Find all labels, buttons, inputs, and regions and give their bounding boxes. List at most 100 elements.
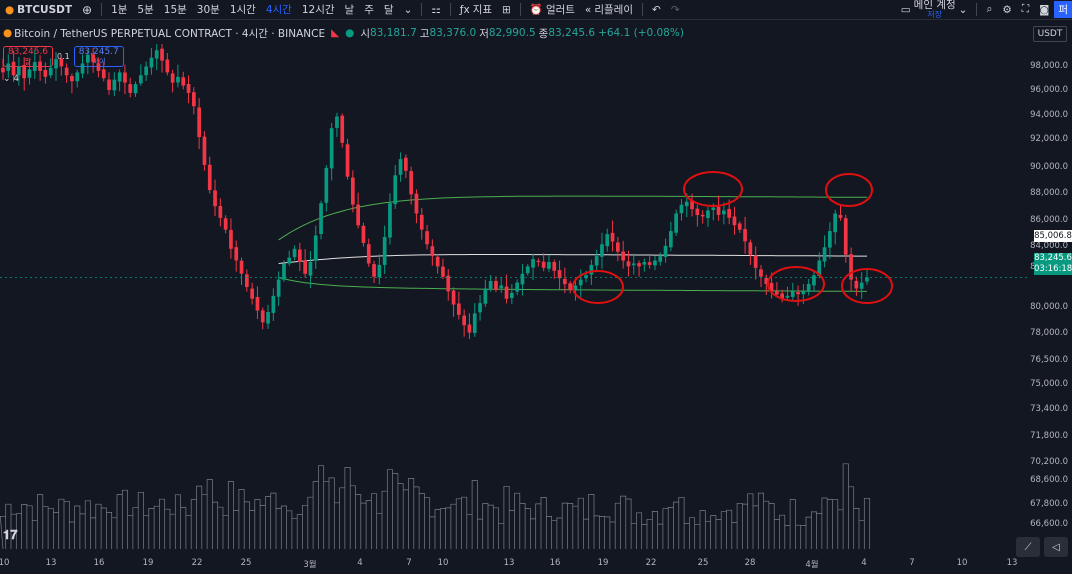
candle-body (409, 171, 413, 195)
account-button[interactable]: ▭ 메인 계정 저장 ⌄ (896, 0, 973, 20)
symbol-search[interactable]: ● BTCUSDT (0, 4, 77, 16)
time-tick: 28 (744, 558, 756, 568)
magnet-button[interactable]: ◁ (1044, 537, 1068, 557)
candle-body (706, 210, 710, 218)
interval-dropdown[interactable]: ⌄ (399, 4, 418, 16)
candle-body (584, 275, 588, 279)
price-tick: 98,000.0 (1030, 61, 1068, 71)
replay-label: 리플레이 (594, 4, 633, 16)
candle-body (324, 167, 329, 203)
candle-body (356, 204, 360, 226)
time-tick: 13 (503, 558, 515, 568)
candle-body (186, 84, 191, 93)
alert-button[interactable]: ⏰ 얼러트 (525, 2, 580, 17)
candle-body (785, 295, 790, 298)
candle-body (642, 262, 647, 265)
candle-body (547, 262, 551, 269)
toolbar-divider (421, 3, 423, 16)
candles-icon: ⚏ (431, 3, 441, 16)
currency-selector[interactable]: USDT (1033, 26, 1067, 42)
account-text: 메인 계정 저장 (914, 0, 956, 20)
spread-value: 0.1 (57, 52, 70, 61)
candle-body (239, 260, 244, 274)
candle-body (531, 259, 535, 268)
interval-7[interactable]: 날 (344, 4, 355, 16)
quick-search-button[interactable]: ⌕ (981, 3, 997, 16)
candle-body (472, 313, 477, 333)
time-tick: 4월 (805, 560, 819, 570)
redo-icon: ↷ (670, 3, 680, 16)
time-tick: 16 (549, 558, 561, 568)
candle-body (520, 273, 525, 285)
redo-button[interactable]: ↷ (666, 4, 685, 16)
candle-body (536, 260, 541, 262)
layouts-button[interactable]: ⊞ (497, 4, 516, 16)
last-price: 83,245.6 (1034, 253, 1072, 263)
highlight-circle (841, 268, 893, 304)
price-tick: 94,000.0 (1030, 110, 1068, 120)
sell-button[interactable]: 83,245.6 팔 (3, 46, 53, 67)
candle-body (843, 218, 848, 255)
candle-body (716, 206, 721, 215)
candle-body (181, 77, 186, 86)
tradingview-logo[interactable]: 𝟏𝟕 (3, 528, 18, 543)
ohlc-close: 83,245.6 (548, 27, 596, 39)
candle-body (287, 257, 292, 264)
candle-body (828, 231, 832, 248)
price-tick: 70,200.0 (1030, 457, 1068, 467)
candle-body (822, 247, 827, 262)
candle-body (303, 260, 307, 274)
interval-2[interactable]: 15분 (163, 4, 187, 16)
candle-body (679, 204, 684, 214)
legend-title[interactable]: Bitcoin / TetherUS PERPETUAL CONTRACT · … (14, 27, 326, 40)
settings-button[interactable]: ⚙ (997, 4, 1016, 16)
interval-8[interactable]: 주 (364, 4, 374, 16)
price-axis[interactable]: 98,000.0 96,000.0 94,000.0 92,000.0 90,000.0… (1030, 44, 1072, 554)
highlight-circle (767, 266, 825, 302)
candle-body (573, 285, 578, 291)
publish-button[interactable]: 퍼 (1054, 1, 1072, 18)
candle-body (213, 190, 217, 207)
candle-body (276, 279, 281, 297)
candle-body (732, 216, 737, 226)
horn-icon: ◁ (1052, 541, 1060, 553)
indicator-collapse-toggle[interactable]: ⌄ 4 (3, 74, 19, 84)
candle-body (743, 229, 747, 242)
toolbar-divider (642, 3, 643, 16)
undo-button[interactable]: ↶ (647, 4, 666, 16)
indicators-button[interactable]: ƒx 지표 (455, 2, 497, 17)
candle-body (568, 283, 572, 290)
chart-type-button[interactable]: ⚏ (426, 4, 445, 16)
time-axis[interactable]: 10 13 16 19 22 25 3월 4 7 10 13 16 19 22 25 28 4월 4 7 10 13 (0, 554, 1030, 574)
candle-body (600, 244, 604, 257)
price-chart[interactable] (0, 44, 1030, 554)
candle-body (80, 63, 85, 74)
fullscreen-button[interactable]: ⛶ (1017, 3, 1034, 16)
interval-9[interactable]: 달 (383, 4, 394, 16)
interval-5[interactable]: 4시간 (265, 4, 292, 16)
interval-3[interactable]: 30분 (196, 4, 220, 16)
candle-body (859, 282, 864, 289)
highlight-circle (683, 171, 743, 207)
candle-body (488, 281, 493, 289)
snapshot-button[interactable]: ◙ (1034, 4, 1054, 16)
candle-body (764, 278, 769, 284)
flag-icon[interactable]: ◣ (331, 27, 340, 39)
candle-body (759, 269, 763, 277)
candle-body (345, 144, 350, 177)
account-sub: 저장 (927, 9, 943, 19)
add-symbol-button[interactable]: ⊕ (77, 3, 97, 17)
interval-1[interactable]: 5분 (137, 4, 154, 16)
candle-body (398, 159, 403, 175)
interval-0[interactable]: 1분 (111, 4, 128, 16)
candle-body (117, 72, 122, 82)
replay-button[interactable]: « 리플레이 (580, 2, 638, 17)
candle-body (727, 209, 731, 218)
candle-body (446, 275, 451, 292)
interval-6[interactable]: 12시간 (301, 4, 335, 16)
time-tick: 19 (142, 558, 154, 568)
price-tick: 73,400.0 (1030, 404, 1068, 414)
interval-4[interactable]: 1시간 (229, 4, 256, 16)
candle-body (483, 288, 488, 304)
auto-scale-button[interactable]: ⟋ (1016, 537, 1040, 557)
